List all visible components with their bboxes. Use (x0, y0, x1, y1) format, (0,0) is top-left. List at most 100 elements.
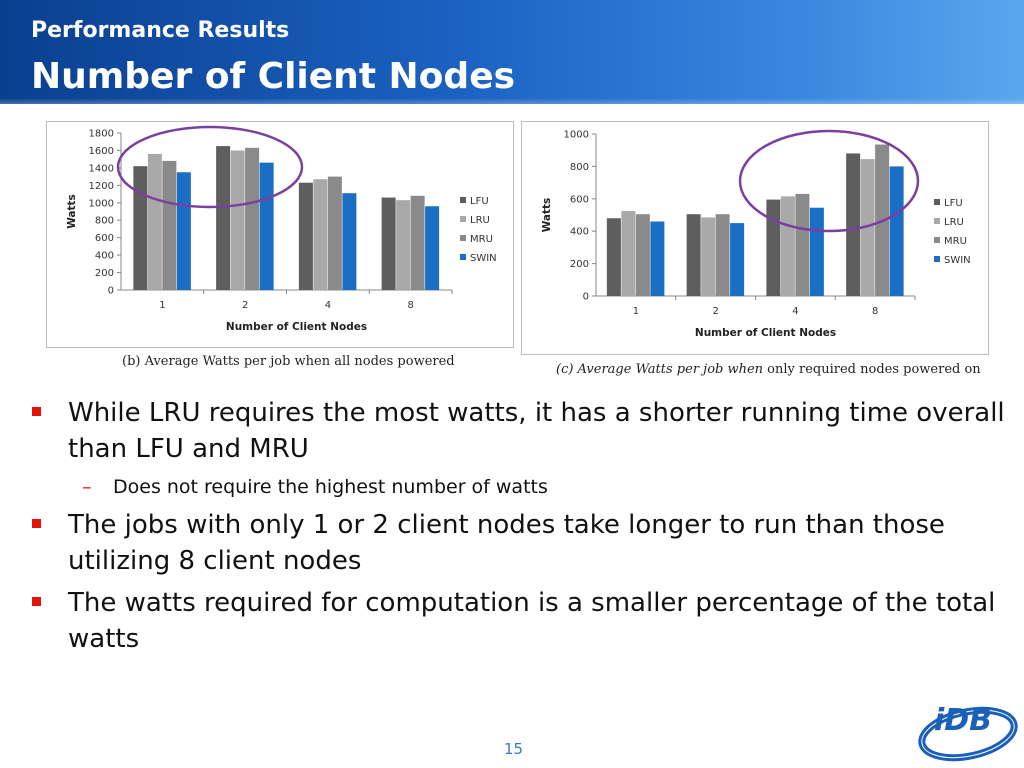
bullet-square-icon (32, 519, 41, 528)
x-tick-label: 1 (633, 306, 639, 317)
y-tick-label: 1000 (564, 130, 589, 141)
right-caption-italic: (c) Average Watts per job when (556, 362, 764, 377)
y-tick-label: 1000 (89, 198, 114, 209)
bar (410, 195, 425, 290)
bar (809, 207, 824, 296)
bar (730, 223, 745, 296)
annotation-circle (116, 125, 304, 209)
legend-label: LRU (470, 215, 490, 226)
right-chart: 0 200 400 600 800 1000 1 2 4 8 Number of Client No… (541, 129, 971, 340)
bullet-text: The watts required for computation is a … (68, 588, 996, 654)
title-banner: Performance Results Number of Client Nod… (0, 0, 1024, 104)
bar (701, 217, 716, 296)
legend-label: SWIN (944, 255, 971, 266)
right-caption-rest: only required nodes powered on (763, 362, 981, 377)
bar (650, 221, 665, 296)
y-tick-label: 1800 (89, 129, 114, 140)
bar (425, 206, 440, 290)
bar (381, 197, 396, 290)
bar (245, 147, 260, 290)
y-axis-title: Watts (66, 194, 78, 229)
idb-logo: iDB (918, 703, 1018, 762)
y-tick-label: 1600 (89, 146, 114, 157)
bullet-text: While LRU requires the most watts, it ha… (68, 398, 1005, 464)
bar (889, 166, 904, 296)
legend-label: MRU (470, 234, 493, 245)
bullet-square-icon (32, 597, 41, 606)
y-tick-label: 600 (570, 194, 589, 205)
bullet-item: While LRU requires the most watts, it ha… (30, 395, 1010, 467)
bar (259, 162, 274, 290)
bullet-list: While LRU requires the most watts, it ha… (30, 395, 1010, 663)
bar (230, 150, 245, 290)
right-chart-caption: (c) Average Watts per job when only requ… (556, 362, 981, 377)
y-tick-label: 0 (108, 286, 114, 297)
y-tick-label: 400 (95, 251, 114, 262)
legend-swatch (460, 216, 466, 222)
bar (715, 214, 730, 296)
y-tick-label: 200 (570, 259, 589, 270)
y-tick-label: 800 (95, 216, 114, 227)
bar (327, 176, 342, 290)
left-chart: 0 200 400 600 800 1000 1200 1400 1600 1800 1 2 4 8 Num… (66, 125, 497, 333)
x-tick-label: 4 (325, 300, 331, 311)
y-tick-label: 400 (570, 227, 589, 238)
bar (298, 182, 313, 290)
svg-text:iDB: iDB (934, 703, 992, 738)
slide-title: Number of Client Nodes (31, 56, 516, 97)
page-number: 15 (504, 740, 524, 758)
legend-swatch (934, 237, 940, 243)
x-tick-label: 2 (242, 300, 248, 311)
bar (795, 193, 810, 296)
bar (621, 210, 636, 296)
bullet-square-icon (32, 407, 41, 416)
y-axis-title: Watts (541, 198, 553, 233)
y-tick-label: 200 (95, 268, 114, 279)
left-chart-caption: (b) Average Watts per job when all nodes… (122, 354, 455, 369)
bullet-text: The jobs with only 1 or 2 client nodes t… (68, 510, 945, 576)
bar (162, 160, 177, 290)
legend-swatch (934, 199, 940, 205)
bar (176, 172, 191, 290)
legend-label: LRU (944, 217, 964, 228)
legend-label: LFU (470, 196, 489, 207)
bullet-item: The watts required for computation is a … (30, 585, 1010, 657)
y-tick-label: 0 (583, 292, 589, 303)
bar (216, 146, 231, 290)
bar (606, 218, 621, 296)
bar (342, 193, 357, 290)
bar (860, 159, 875, 296)
bullet-item: The jobs with only 1 or 2 client nodes t… (30, 507, 1010, 579)
legend-swatch (934, 256, 940, 262)
y-tick-label: 600 (95, 233, 114, 244)
x-tick-label: 4 (792, 306, 798, 317)
bar (635, 214, 650, 296)
x-tick-label: 2 (712, 306, 718, 317)
bar (780, 196, 795, 296)
y-tick-label: 1200 (89, 181, 114, 192)
y-tick-label: 1400 (89, 163, 114, 174)
legend-label: LFU (944, 198, 963, 209)
bar (147, 153, 162, 290)
legend-swatch (460, 254, 466, 260)
x-tick-label: 8 (407, 300, 413, 311)
bar (396, 200, 411, 290)
x-tick-label: 1 (159, 300, 165, 311)
dash-icon: – (82, 476, 92, 498)
right-chart-frame: 0 200 400 600 800 1000 1 2 4 8 Number of Client No… (521, 121, 989, 355)
bar (766, 199, 781, 296)
legend-swatch (460, 235, 466, 241)
bar (686, 214, 701, 296)
bar (846, 153, 861, 296)
x-tick-label: 8 (872, 306, 878, 317)
legend-swatch (460, 197, 466, 203)
left-chart-frame: 0 200 400 600 800 1000 1200 1400 1600 1800 1 2 4 8 Num… (46, 121, 514, 348)
sub-bullet-text: Does not require the highest number of w… (113, 476, 548, 498)
legend-label: MRU (944, 236, 967, 247)
legend-swatch (934, 218, 940, 224)
legend-label: SWIN (470, 253, 497, 264)
x-axis-title: Number of Client Nodes (226, 321, 367, 333)
annotation-circle (738, 129, 920, 233)
x-axis-title: Number of Client Nodes (695, 327, 836, 339)
y-tick-label: 800 (570, 162, 589, 173)
